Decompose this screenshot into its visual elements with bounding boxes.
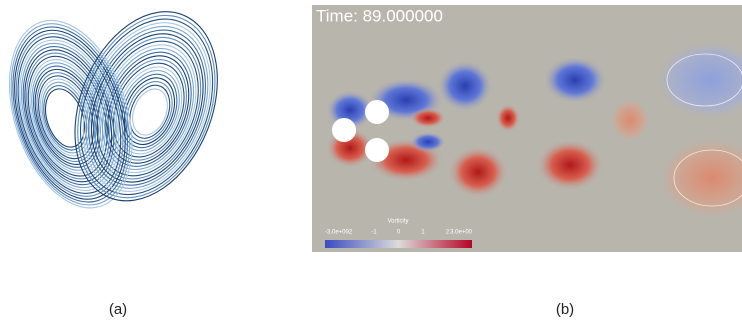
cylinder: [332, 118, 356, 142]
colorbar-tick-label: 3.0e+00: [450, 230, 473, 236]
vortex: [448, 146, 508, 198]
panel-label: (a): [109, 301, 127, 318]
time-label: Time: 89.000000: [316, 6, 443, 25]
vortex: [496, 104, 520, 132]
vortex: [410, 108, 446, 128]
cylinder: [365, 100, 389, 124]
figure: Time: 89.000000 Vorticity -3.0e+00-2-101…: [0, 0, 742, 321]
colorbar-tick-label: -1: [371, 230, 377, 236]
field-background: [312, 5, 742, 252]
vortex: [536, 139, 604, 191]
vortex: [610, 98, 650, 142]
colorbar-tick-label: -2: [347, 230, 353, 236]
panel-label: (b): [556, 301, 574, 318]
vortex: [437, 60, 493, 112]
lorenz-attractor: [0, 0, 244, 224]
vortex: [543, 56, 607, 104]
cylinder: [365, 138, 389, 162]
orbit: [67, 13, 227, 203]
vortex: [410, 132, 446, 152]
colorbar-title: Vorticity: [387, 219, 408, 225]
colorbar-tick-label: -3.0e+00: [325, 230, 350, 236]
page: Time: 89.000000 Vorticity -3.0e+00-2-101…: [0, 0, 742, 321]
colorbar: [325, 240, 472, 248]
